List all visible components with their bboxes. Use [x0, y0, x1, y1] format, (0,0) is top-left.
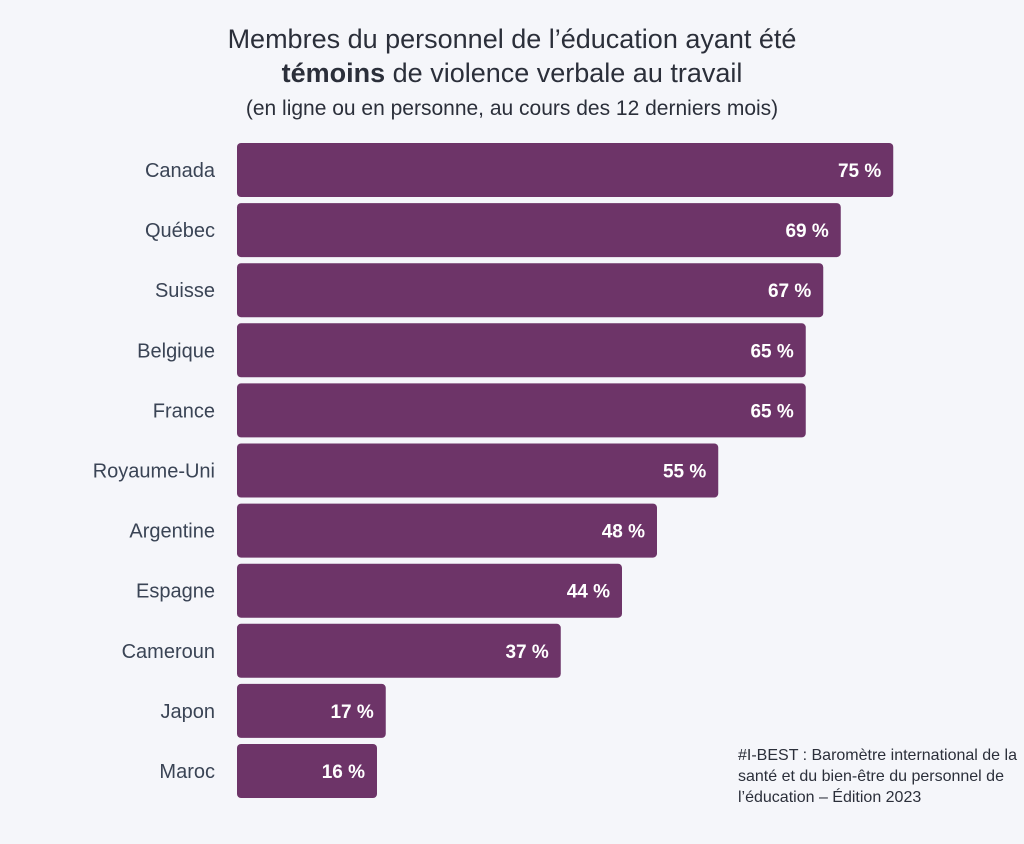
category-label: Espagne [136, 581, 215, 603]
chart-title-rest: de violence verbale au travail [385, 58, 743, 88]
value-label: 17 % [330, 702, 373, 723]
category-label: Maroc [159, 761, 215, 783]
bar-espagne [237, 563, 622, 618]
bar-royaume-uni [237, 443, 719, 498]
category-label: Royaume-Uni [93, 461, 215, 483]
bar-belgique [237, 323, 806, 378]
bar-cameroun [237, 623, 561, 678]
category-label: Canada [145, 160, 216, 182]
value-label: 48 % [602, 522, 645, 543]
category-label: Argentine [129, 521, 215, 543]
bar-qu-bec [237, 203, 841, 258]
value-label: 65 % [750, 401, 793, 422]
source-note: #I-BEST : Baromètre international de la … [738, 747, 1017, 806]
value-label: 69 % [785, 221, 828, 242]
bar-maroc [237, 744, 377, 798]
category-label: Suisse [155, 280, 215, 302]
value-label: 16 % [322, 762, 365, 783]
value-label: 44 % [567, 582, 610, 603]
bar-suisse [237, 263, 824, 318]
value-label: 65 % [750, 341, 793, 362]
category-label: Cameroun [122, 641, 215, 663]
bar-canada [237, 143, 894, 197]
category-label: Japon [161, 701, 216, 723]
chart-title-line1: Membres du personnel de l’éducation ayan… [227, 24, 797, 54]
chart-title-emphasis: témoins [281, 58, 386, 88]
category-label: Belgique [137, 340, 215, 362]
value-label: 55 % [663, 462, 706, 483]
chart-title-line2: témoins de violence verbale au travail [0, 56, 1024, 90]
bar-japon [237, 683, 386, 738]
bar-france [237, 383, 806, 438]
bar-argentine [237, 503, 657, 558]
category-label: Québec [145, 220, 215, 242]
value-label: 75 % [838, 161, 881, 182]
value-label: 67 % [768, 281, 811, 302]
value-label: 37 % [505, 642, 548, 663]
category-label: France [153, 400, 215, 422]
chart-subtitle: (en ligne ou en personne, au cours des 1… [245, 97, 779, 120]
